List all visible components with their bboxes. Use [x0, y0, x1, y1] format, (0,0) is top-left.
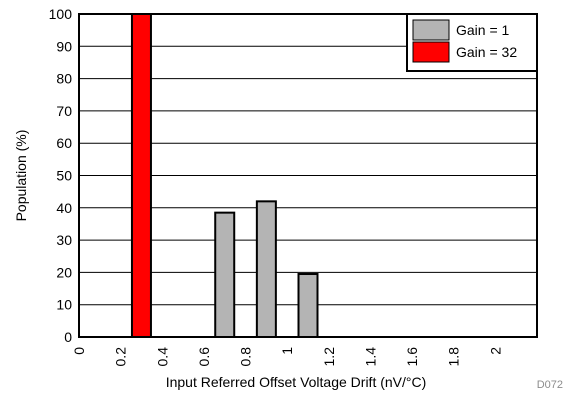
y-tick-label: 100 — [49, 6, 73, 22]
x-axis-label: Input Referred Offset Voltage Drift (nV/… — [166, 374, 427, 390]
y-tick-label: 80 — [56, 71, 72, 87]
y-tick-label: 0 — [64, 329, 72, 345]
y-tick-label: 40 — [56, 200, 72, 216]
bar-gain-1 — [214, 211, 236, 339]
bar-gain-1 — [297, 273, 319, 339]
y-tick-label: 30 — [56, 232, 72, 248]
y-tick-label: 50 — [56, 168, 72, 184]
x-tick-label: 0.8 — [238, 347, 254, 367]
figure-id-label: D072 — [537, 379, 563, 391]
x-tick-label: 0.6 — [196, 347, 212, 367]
x-tick-label: 0.2 — [113, 347, 129, 367]
x-tick-label: 1.8 — [446, 347, 462, 367]
x-tick-label: 2 — [487, 347, 503, 355]
x-tick-label: 1.6 — [404, 347, 420, 367]
y-axis-label: Population (%) — [13, 130, 29, 222]
x-tick-label: 1 — [279, 347, 295, 355]
y-tick-label: 10 — [56, 297, 72, 313]
y-tick-label: 90 — [56, 38, 72, 54]
legend-swatch-gain-32 — [412, 41, 450, 63]
x-tick-label: 0.4 — [154, 347, 170, 367]
plot-border — [78, 13, 538, 338]
x-tick-label: 1.2 — [321, 347, 337, 367]
bar-gain-32 — [130, 13, 152, 338]
bar-gain-1 — [255, 200, 277, 338]
x-tick-label: 1.4 — [362, 347, 378, 367]
y-tick-label: 60 — [56, 135, 72, 151]
y-tick-label: 20 — [56, 264, 72, 280]
legend-swatch-gain-1 — [412, 19, 450, 41]
x-tick-label: 0 — [71, 347, 87, 355]
legend-label: Gain = 1 — [456, 22, 510, 38]
y-tick-label: 70 — [56, 103, 72, 119]
legend-label: Gain = 32 — [456, 44, 517, 60]
